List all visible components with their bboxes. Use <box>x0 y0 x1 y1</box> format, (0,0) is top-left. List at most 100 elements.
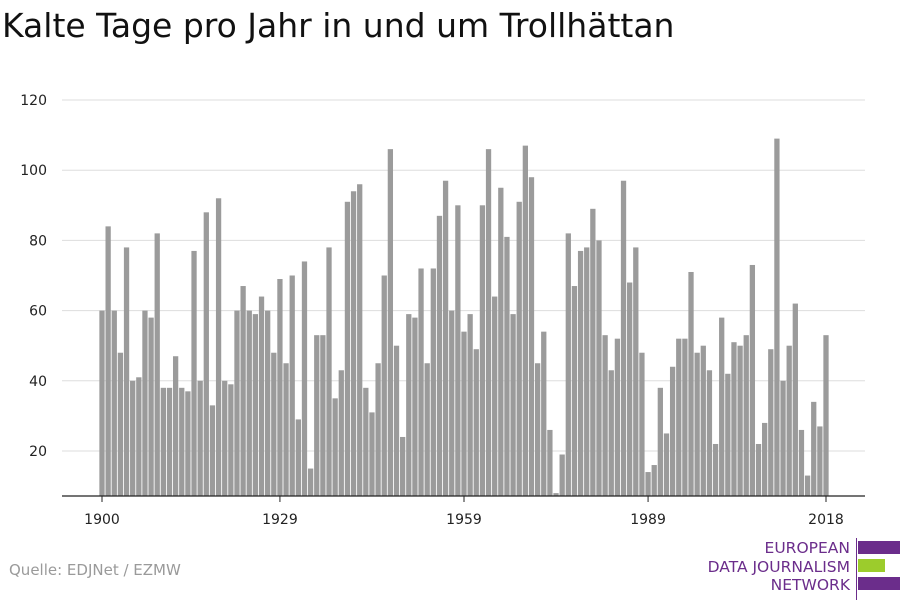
logo-separator <box>856 538 857 600</box>
bar-1940 <box>344 201 351 497</box>
bar-1922 <box>234 310 240 496</box>
bar-1959 <box>461 331 467 496</box>
x-tick-label-1929: 1929 <box>262 512 298 528</box>
bar-1953 <box>424 363 430 496</box>
bar-1903 <box>117 352 124 496</box>
bar-1933 <box>301 261 308 496</box>
bar-1992 <box>663 433 670 496</box>
bar-1939 <box>338 370 344 496</box>
bar-1913 <box>179 387 185 496</box>
bar-1981 <box>596 240 602 496</box>
y-axis-ticks: 20 40 60 80 100 120 <box>20 93 47 460</box>
logo-bar-purple-bottom <box>858 577 900 590</box>
y-tick-label-100: 100 <box>20 163 47 179</box>
bar-1941 <box>350 191 357 496</box>
bar-1930 <box>283 363 289 496</box>
bar-1995 <box>682 338 688 496</box>
bar-1916 <box>197 380 203 496</box>
bar-1935 <box>314 335 320 496</box>
bar-1926 <box>258 296 265 496</box>
bar-1969 <box>522 145 528 496</box>
bar-1932 <box>295 419 301 496</box>
bar-1900 <box>99 310 105 496</box>
bar-1942 <box>357 184 363 497</box>
bar-1925 <box>252 314 259 496</box>
bar-2007 <box>755 443 762 496</box>
bar-1948 <box>393 345 400 496</box>
bar-1990 <box>651 465 657 496</box>
bar-1973 <box>547 429 553 496</box>
bar-1923 <box>240 286 246 496</box>
x-tick-label-1989: 1989 <box>630 512 666 528</box>
x-axis-ticks: 1900 1929 1959 1989 2018 <box>84 496 844 528</box>
bar-1944 <box>369 412 375 496</box>
bar-1987 <box>633 247 639 496</box>
bar-1928 <box>271 352 277 496</box>
bar-1952 <box>418 268 424 496</box>
bar-1972 <box>541 331 547 496</box>
bar-1909 <box>154 233 160 496</box>
bar-1983 <box>608 370 614 496</box>
edjnet-logo: EUROPEAN DATA JOURNALISM NETWORK <box>700 538 900 600</box>
bar-1919 <box>215 198 222 496</box>
bar-2005 <box>743 335 749 496</box>
bar-1901 <box>105 226 111 497</box>
bar-1991 <box>657 387 663 496</box>
bar-2012 <box>786 345 792 496</box>
bar-2014 <box>798 429 805 496</box>
bar-1957 <box>449 310 455 496</box>
bar-2008 <box>762 422 768 496</box>
bar-1962 <box>479 205 486 497</box>
bar-1961 <box>473 349 479 496</box>
bar-1993 <box>669 366 676 496</box>
bar-1907 <box>142 310 148 496</box>
bar-1945 <box>375 363 381 496</box>
logo-line-european: EUROPEAN <box>764 539 850 557</box>
y-tick-label-20: 20 <box>29 444 47 460</box>
bar-1937 <box>326 247 332 496</box>
bars <box>99 138 829 497</box>
bar-1946 <box>381 275 387 496</box>
bar-1936 <box>320 335 326 496</box>
bar-1956 <box>442 180 449 497</box>
bar-1978 <box>577 250 584 496</box>
bar-1927 <box>265 310 271 496</box>
bar-1998 <box>700 345 706 496</box>
bar-2015 <box>804 475 811 496</box>
bar-1931 <box>289 275 295 496</box>
bar-1914 <box>185 391 191 496</box>
bar-1982 <box>602 335 608 496</box>
bar-1951 <box>412 317 418 496</box>
bar-1976 <box>565 233 571 496</box>
bar-1999 <box>706 370 713 496</box>
bar-1996 <box>688 271 694 496</box>
bar-1950 <box>406 314 412 496</box>
bar-2006 <box>749 264 756 496</box>
bar-1943 <box>363 387 369 496</box>
bar-1997 <box>694 352 700 496</box>
bar-2011 <box>780 380 786 496</box>
bar-1977 <box>571 286 578 496</box>
bar-1911 <box>166 387 173 496</box>
bar-2018 <box>823 335 829 496</box>
bar-1966 <box>504 236 510 496</box>
bar-1965 <box>498 187 504 496</box>
bar-2002 <box>725 373 731 496</box>
bar-1980 <box>590 208 596 496</box>
y-tick-label-60: 60 <box>29 304 47 320</box>
bar-1915 <box>191 250 197 496</box>
bar-1904 <box>123 247 130 496</box>
bar-1918 <box>209 405 216 496</box>
logo-line-network: NETWORK <box>770 576 850 594</box>
bar-1974 <box>553 493 559 496</box>
bar-1954 <box>430 268 436 496</box>
bar-1929 <box>277 279 283 496</box>
y-tick-label-80: 80 <box>29 233 47 249</box>
bar-1938 <box>332 398 338 496</box>
bar-1924 <box>246 310 252 496</box>
bar-2010 <box>774 138 780 497</box>
bar-1912 <box>172 356 179 496</box>
logo-bar-green <box>858 559 885 572</box>
bar-1910 <box>160 387 166 496</box>
